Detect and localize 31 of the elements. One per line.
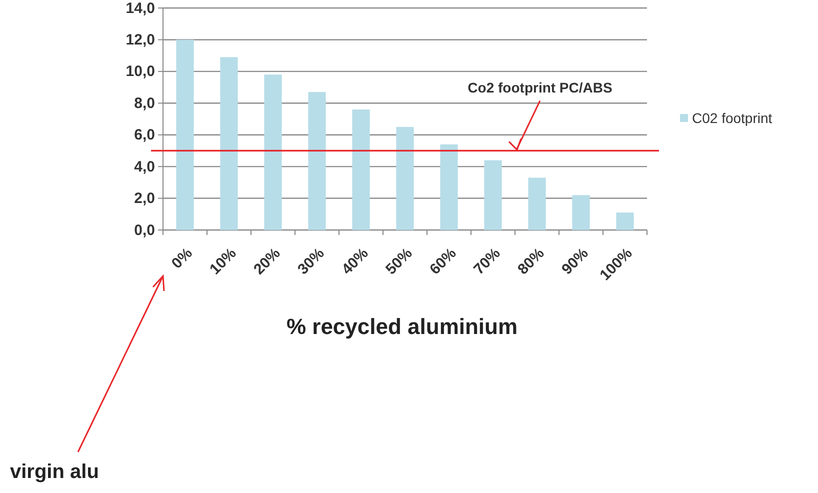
- x-tick-label: 60%: [426, 244, 460, 278]
- bar: [308, 92, 326, 230]
- bar: [176, 40, 194, 230]
- y-tick-label: 12,0: [126, 32, 155, 49]
- bar: [264, 74, 282, 230]
- bar: [440, 144, 458, 230]
- bar: [484, 160, 502, 230]
- y-tick-label: 8,0: [134, 94, 155, 112]
- x-tick-label: 90%: [558, 244, 592, 278]
- x-axis-title: % recycled aluminium: [286, 314, 518, 339]
- bar: [220, 57, 238, 230]
- y-tick-label: 14,0: [126, 0, 155, 17]
- legend-label: C02 footprint: [692, 110, 772, 126]
- y-tick-label: 0,0: [134, 222, 155, 239]
- bar: [616, 212, 634, 230]
- y-tick-label: 10,0: [126, 63, 155, 80]
- x-tick-label: 70%: [470, 244, 504, 278]
- bar: [572, 195, 590, 230]
- y-tick-label: 4,0: [134, 158, 155, 176]
- bar: [396, 126, 414, 230]
- bar: [352, 109, 370, 230]
- text: virgin alu: [10, 461, 99, 483]
- x-tick-label: 80%: [514, 244, 548, 278]
- x-tick-label: 50%: [382, 244, 416, 278]
- y-tick-label: 2,0: [134, 190, 155, 208]
- x-tick-label: 30%: [294, 244, 328, 278]
- x-tick-label: 40%: [338, 244, 372, 278]
- bar: [528, 178, 546, 230]
- y-tick-label: 6,0: [134, 126, 155, 144]
- ref-line-label: Co2 footprint PC/ABS: [468, 80, 612, 96]
- x-tick-label: 0%: [168, 244, 196, 272]
